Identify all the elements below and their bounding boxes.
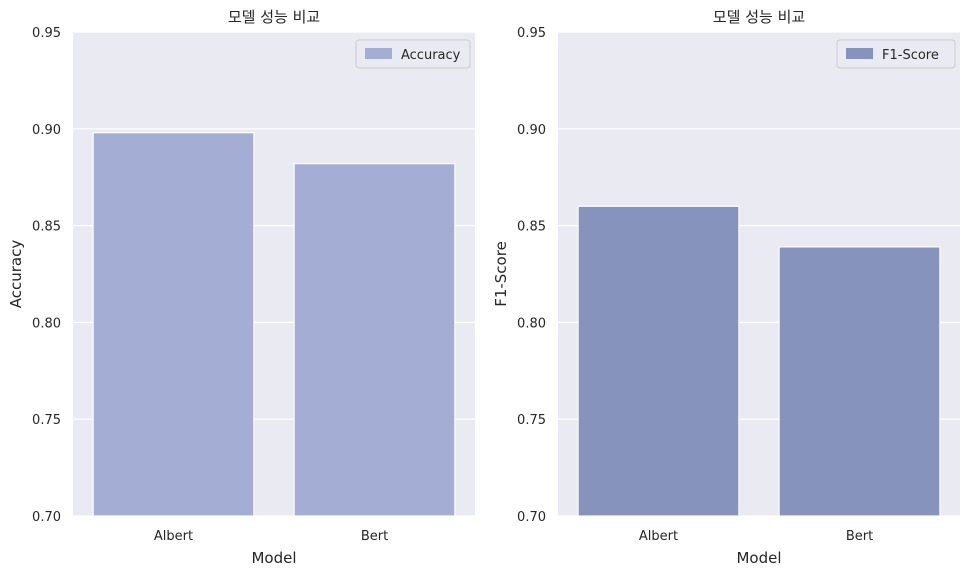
legend-frame	[355, 39, 471, 69]
y-tick-label: 0.90	[32, 123, 61, 138]
y-tick-label: 0.85	[517, 220, 546, 235]
accuracy-chart: 0.70 0.75 0.80 0.85 0.90 0.95 Albert Bert 모델 성능 …	[7, 8, 475, 567]
chart-title: 모델 성능 비교	[713, 8, 805, 26]
y-axis-label: Accuracy	[7, 240, 25, 309]
y-tick-label: 0.70	[517, 510, 546, 525]
y-tick-label: 0.95	[517, 26, 546, 41]
legend: Accuracy	[355, 39, 471, 69]
legend-label: F1-Score	[882, 48, 939, 63]
legend-label: Accuracy	[401, 48, 461, 63]
bar-bert	[293, 163, 456, 517]
bar-albert	[92, 132, 255, 517]
legend-swatch	[846, 48, 873, 59]
x-axis-label: Model	[736, 549, 781, 567]
y-tick-label: 0.85	[32, 220, 61, 235]
legend-swatch	[365, 48, 392, 59]
y-tick-label: 0.75	[517, 413, 546, 428]
y-tick-label: 0.90	[517, 123, 546, 138]
f1-score-chart: 0.70 0.75 0.80 0.85 0.90 0.95 Albert Bert 모델 성능 …	[492, 8, 960, 567]
y-tick-label: 0.75	[32, 413, 61, 428]
legend: F1-Score	[836, 39, 956, 69]
x-axis-label: Model	[251, 549, 296, 567]
x-tick-label: Bert	[361, 529, 388, 544]
chart-title: 모델 성능 비교	[228, 8, 320, 26]
bar-albert	[577, 205, 740, 517]
x-tick-label: Bert	[846, 529, 873, 544]
y-tick-label: 0.80	[517, 316, 546, 331]
y-tick-label: 0.70	[32, 510, 61, 525]
y-axis-label: F1-Score	[492, 241, 510, 307]
x-tick-label: Albert	[154, 529, 193, 544]
x-tick-label: Albert	[639, 529, 678, 544]
y-tick-label: 0.95	[32, 26, 61, 41]
legend-frame	[836, 39, 956, 69]
bar-bert	[778, 246, 941, 517]
y-tick-label: 0.80	[32, 316, 61, 331]
